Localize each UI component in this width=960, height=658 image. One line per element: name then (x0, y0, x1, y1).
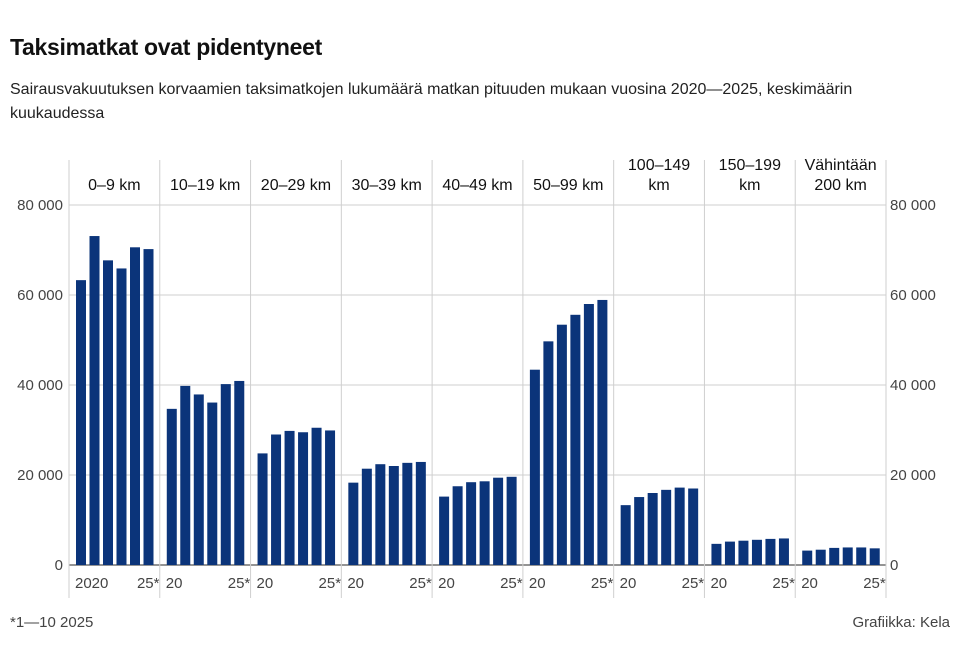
bar (116, 268, 127, 565)
x-tick-label: 25* (319, 575, 342, 592)
bar (298, 432, 309, 565)
x-tick-label: 25* (772, 575, 795, 592)
group-label: 0–9 km (88, 177, 140, 194)
group-label: Vähintään (805, 157, 877, 174)
bar (815, 549, 826, 565)
bar (778, 538, 789, 565)
x-tick-label: 25* (863, 575, 886, 592)
y-tick-label-right: 40 000 (890, 377, 936, 394)
group-label: 200 km (814, 177, 866, 194)
group-label: 30–39 km (352, 177, 422, 194)
x-tick-label: 25* (228, 575, 251, 592)
x-tick-label: 25* (591, 575, 614, 592)
bar (711, 543, 722, 565)
y-tick-label-left: 20 000 (17, 467, 63, 484)
chart-subtitle: Sairausvakuutuksen korvaamien taksimatko… (10, 81, 853, 122)
bar (674, 487, 685, 565)
bar (842, 547, 853, 565)
bar (597, 299, 608, 565)
bar (466, 482, 477, 565)
bar (143, 249, 154, 565)
bar (76, 280, 86, 565)
x-tick-label: 2020 (75, 575, 108, 592)
bar (348, 482, 359, 565)
bar (802, 550, 813, 565)
group-label: km (739, 177, 760, 194)
y-tick-label-left: 40 000 (17, 377, 63, 394)
bar (415, 461, 426, 565)
y-tick-label-right: 60 000 (890, 287, 936, 304)
bar (361, 468, 372, 565)
x-tick-label: 20 (801, 575, 818, 592)
bar (829, 547, 840, 565)
group-label: 50–99 km (533, 177, 603, 194)
y-tick-label-right: 20 000 (890, 467, 936, 484)
footnote: *1—10 2025 (10, 614, 94, 631)
credit: Grafiikka: Kela (852, 614, 950, 631)
y-tick-label-right: 80 000 (890, 197, 936, 214)
y-tick-label-left: 60 000 (17, 287, 63, 304)
bar (751, 539, 762, 565)
bar (388, 466, 399, 565)
bar (543, 341, 554, 565)
bar (869, 548, 880, 565)
x-tick-label: 20 (166, 575, 183, 592)
bar (439, 496, 450, 565)
y-tick-label-left: 80 000 (17, 197, 63, 214)
bar (402, 462, 413, 565)
bar (452, 486, 463, 565)
bar (556, 324, 567, 565)
bar (166, 408, 177, 565)
x-tick-label: 20 (529, 575, 546, 592)
x-tick-label: 20 (620, 575, 637, 592)
bar (738, 540, 749, 565)
y-tick-label-right: 0 (890, 557, 898, 574)
bar (493, 477, 504, 565)
group-label: 40–49 km (442, 177, 512, 194)
bar (130, 247, 140, 566)
bar (284, 430, 295, 565)
bar (634, 497, 645, 565)
x-tick-label: 25* (500, 575, 523, 592)
x-tick-label: 20 (710, 575, 727, 592)
x-tick-label: 25* (137, 575, 160, 592)
bar (257, 453, 268, 565)
group-label: 150–199 (719, 157, 781, 174)
bar (688, 488, 699, 565)
bar (661, 489, 672, 565)
bar (89, 236, 100, 566)
bar (234, 380, 245, 565)
bar (375, 464, 386, 565)
bar (193, 394, 204, 565)
group-label: 10–19 km (170, 177, 240, 194)
bar (479, 481, 490, 565)
bar (220, 384, 231, 565)
x-tick-label: 20 (438, 575, 455, 592)
y-tick-label-left: 0 (55, 557, 63, 574)
x-tick-label: 25* (682, 575, 705, 592)
x-tick-label: 25* (409, 575, 432, 592)
bar (207, 402, 218, 565)
x-tick-label: 20 (347, 575, 364, 592)
bar (271, 434, 282, 565)
bar (506, 476, 517, 565)
group-label: km (648, 177, 669, 194)
bar (620, 505, 631, 565)
bar (724, 541, 735, 565)
x-tick-label: 20 (257, 575, 274, 592)
group-label: 100–149 (628, 157, 690, 174)
bar (180, 385, 191, 565)
chart-title: Taksimatkat ovat pidentyneet (10, 34, 322, 60)
bar (856, 547, 867, 565)
bar (325, 430, 336, 565)
bar (529, 369, 540, 565)
bar (311, 427, 322, 565)
bar (103, 260, 113, 565)
bar (583, 304, 594, 565)
bar (647, 493, 658, 565)
bar (765, 538, 776, 565)
group-label: 20–29 km (261, 177, 331, 194)
bar (570, 314, 581, 565)
